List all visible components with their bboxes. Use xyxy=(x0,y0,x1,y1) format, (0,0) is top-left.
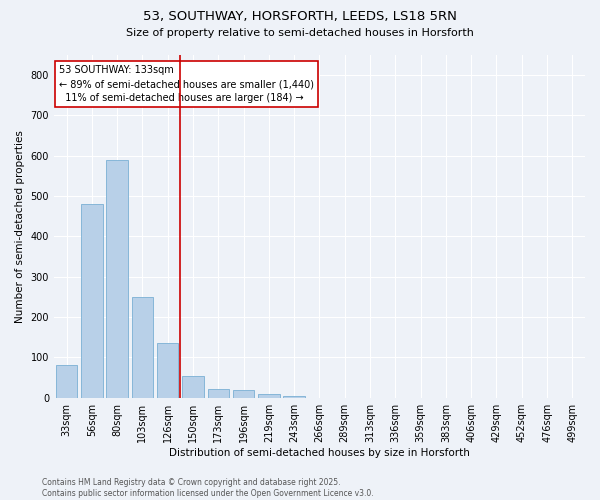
Bar xyxy=(208,389,229,398)
Bar xyxy=(157,344,178,398)
Bar xyxy=(131,297,153,398)
Bar xyxy=(56,366,77,398)
Text: Size of property relative to semi-detached houses in Horsforth: Size of property relative to semi-detach… xyxy=(126,28,474,38)
Bar xyxy=(258,394,280,398)
Bar xyxy=(106,160,128,398)
Bar xyxy=(182,376,204,398)
Text: Contains HM Land Registry data © Crown copyright and database right 2025.
Contai: Contains HM Land Registry data © Crown c… xyxy=(42,478,374,498)
Text: 53 SOUTHWAY: 133sqm
← 89% of semi-detached houses are smaller (1,440)
  11% of s: 53 SOUTHWAY: 133sqm ← 89% of semi-detach… xyxy=(59,66,314,104)
Bar xyxy=(283,396,305,398)
Bar xyxy=(81,204,103,398)
Bar xyxy=(233,390,254,398)
Y-axis label: Number of semi-detached properties: Number of semi-detached properties xyxy=(15,130,25,323)
Text: 53, SOUTHWAY, HORSFORTH, LEEDS, LS18 5RN: 53, SOUTHWAY, HORSFORTH, LEEDS, LS18 5RN xyxy=(143,10,457,23)
X-axis label: Distribution of semi-detached houses by size in Horsforth: Distribution of semi-detached houses by … xyxy=(169,448,470,458)
